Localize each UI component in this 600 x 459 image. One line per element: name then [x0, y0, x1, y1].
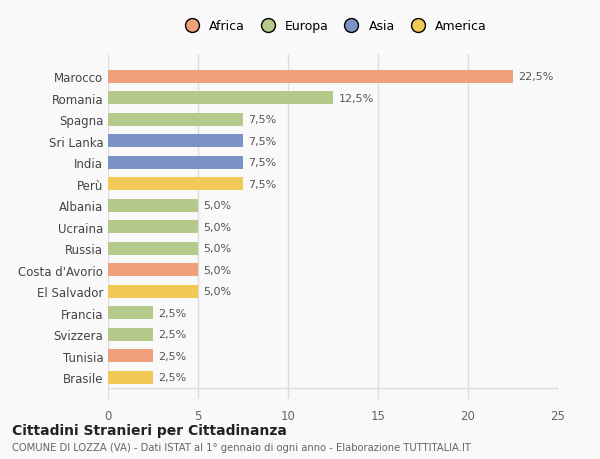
Bar [108, 328, 153, 341]
Bar [108, 349, 153, 362]
Text: 7,5%: 7,5% [248, 158, 277, 168]
Bar [108, 221, 198, 234]
Bar [108, 199, 198, 212]
Bar [108, 371, 153, 384]
Text: 5,0%: 5,0% [203, 222, 232, 232]
Bar [108, 178, 243, 191]
Text: 12,5%: 12,5% [338, 94, 374, 104]
Text: 7,5%: 7,5% [248, 136, 277, 146]
Text: Cittadini Stranieri per Cittadinanza: Cittadini Stranieri per Cittadinanza [12, 423, 287, 437]
Text: 5,0%: 5,0% [203, 201, 232, 211]
Bar [108, 242, 198, 255]
Text: 5,0%: 5,0% [203, 286, 232, 297]
Text: 5,0%: 5,0% [203, 244, 232, 254]
Text: 22,5%: 22,5% [518, 72, 554, 82]
Text: 2,5%: 2,5% [158, 308, 187, 318]
Bar [108, 135, 243, 148]
Text: 5,0%: 5,0% [203, 265, 232, 275]
Text: 2,5%: 2,5% [158, 372, 187, 382]
Bar [108, 113, 243, 127]
Bar [108, 307, 153, 319]
Bar [108, 157, 243, 169]
Text: 7,5%: 7,5% [248, 179, 277, 189]
Bar [108, 92, 333, 105]
Bar [108, 71, 513, 84]
Text: 2,5%: 2,5% [158, 351, 187, 361]
Text: 2,5%: 2,5% [158, 330, 187, 339]
Legend: Africa, Europa, Asia, America: Africa, Europa, Asia, America [175, 17, 491, 37]
Bar [108, 285, 198, 298]
Text: 7,5%: 7,5% [248, 115, 277, 125]
Bar [108, 263, 198, 276]
Text: COMUNE DI LOZZA (VA) - Dati ISTAT al 1° gennaio di ogni anno - Elaborazione TUTT: COMUNE DI LOZZA (VA) - Dati ISTAT al 1° … [12, 442, 471, 452]
